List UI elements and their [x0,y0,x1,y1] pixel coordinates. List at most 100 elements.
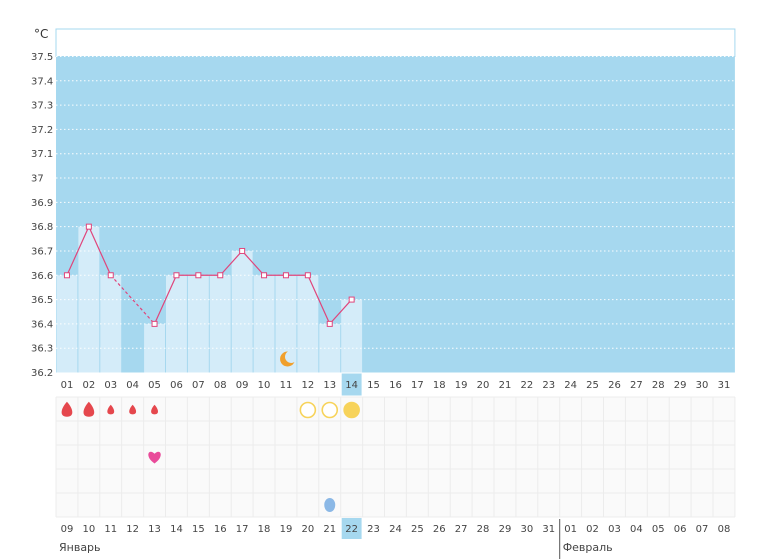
symptom-grid [55,351,736,518]
month-label: Февраль [563,541,613,554]
date-label: 08 [718,524,731,535]
temperature-point [261,272,268,279]
temperature-bar [144,323,165,373]
cycle-day-label: 29 [674,380,687,391]
y-tick-label: 37.5 [31,52,53,63]
y-tick-label: 37.1 [31,149,53,160]
line-segment [88,226,112,276]
y-tick-label: 36.6 [31,271,53,282]
cycle-day-label: 08 [214,380,227,391]
plot-top-margin [55,28,736,57]
date-label: 14 [170,524,183,535]
cycle-day-label: 28 [652,380,665,391]
date-label: 28 [477,524,490,535]
temperature-bar [231,250,253,373]
cycle-day-label: 09 [236,380,249,391]
y-tick-label: 36.8 [31,222,53,233]
y-axis: 37.5 37.4 37.3 37.2 37.1 37 36.9 36.8 36.7 36.6 36… [31,52,53,379]
line-segment [154,275,177,325]
cycle-day-label: 01 [61,380,74,391]
y-tick-label: 36.2 [31,368,53,379]
temperature-point [282,272,289,279]
temperature-bars [56,56,735,373]
temperature-point [348,296,355,303]
y-axis-unit: °C [34,27,48,41]
fertile-day-icon [321,401,339,419]
date-label: 22 [345,524,358,535]
date-label: 07 [696,524,709,535]
cycle-day-label: 02 [82,380,95,391]
y-tick-label: 36.4 [31,319,53,330]
date-label: 12 [126,524,139,535]
date-label: 21 [323,524,336,535]
ovulation-moon-icon [280,351,295,367]
line-segment [307,275,331,325]
date-label: 20 [301,524,314,535]
temperature-bar [187,275,209,373]
temperature-point [195,272,202,279]
cycle-day-label: 22 [520,380,533,391]
y-tick-label: 36.9 [31,198,53,209]
cycle-day-label: 15 [367,380,380,391]
cycle-day-label: 26 [608,380,621,391]
date-label: 25 [411,524,424,535]
temperature-bar [100,275,122,373]
date-label: 31 [542,524,555,535]
month-label: Январь [59,541,101,554]
temperature-bar [319,323,341,373]
cycle-day-label: 12 [301,380,314,391]
temperature-point [239,247,246,254]
line-segment [329,299,353,325]
cycle-day-label: 17 [411,380,424,391]
y-tick-label: 36.3 [31,344,53,355]
date-label: 11 [104,524,117,535]
cycle-day-label: 20 [477,380,490,391]
temperature-bar [341,299,363,373]
current-day-highlight [341,373,362,396]
temperature-point [63,272,70,279]
symptom-grid-background [56,397,735,517]
temperature-point [151,320,158,327]
cycle-day-label: 18 [433,380,446,391]
temperature-line [63,223,355,327]
fertile-peak-icon [343,401,360,419]
date-label: 30 [520,524,533,535]
y-tick-label: 36.5 [31,295,53,306]
date-label: 01 [564,524,577,535]
date-label: 29 [499,524,512,535]
date-label: 24 [389,524,402,535]
cycle-day-label: 30 [696,380,709,391]
cycle-day-label: 11 [280,380,293,391]
cycle-day-label: 27 [630,380,643,391]
cycle-day-label: 31 [718,380,731,391]
cycle-day-axis: 01 02 03 04 05 06 07 08 09 10 11 12 13 14 15 16 17 18 19 20… [61,373,731,396]
date-label: 03 [608,524,621,535]
date-label: 18 [258,524,271,535]
period-drop-icon [61,401,73,417]
discharge-drop-icon [324,498,336,512]
cycle-day-label: 05 [148,380,161,391]
temperature-point [173,272,180,279]
current-date-highlight [341,518,362,539]
temperature-point [107,272,114,279]
date-label: 04 [630,524,643,535]
date-label: 15 [192,524,205,535]
cycle-day-label: 07 [192,380,205,391]
temperature-point [85,223,92,230]
cycle-day-label: 24 [564,380,577,391]
cycle-day-label: 21 [499,380,512,391]
cycle-day-label: 03 [104,380,117,391]
line-segment [219,250,243,276]
line-segment [66,226,90,276]
cycle-day-label: 16 [389,380,402,391]
cycle-day-label: 06 [170,380,183,391]
period-drop-icon [151,404,158,415]
temperature-point [326,320,333,327]
period-drop-icon [107,404,115,415]
period-drop-icon [129,404,137,415]
date-axis: 09 10 11 12 13 14 15 16 17 18 19 20 21 22 23 24 25 26 27 28… [61,518,731,539]
line-segment [241,250,265,276]
cycle-day-label: 19 [455,380,468,391]
